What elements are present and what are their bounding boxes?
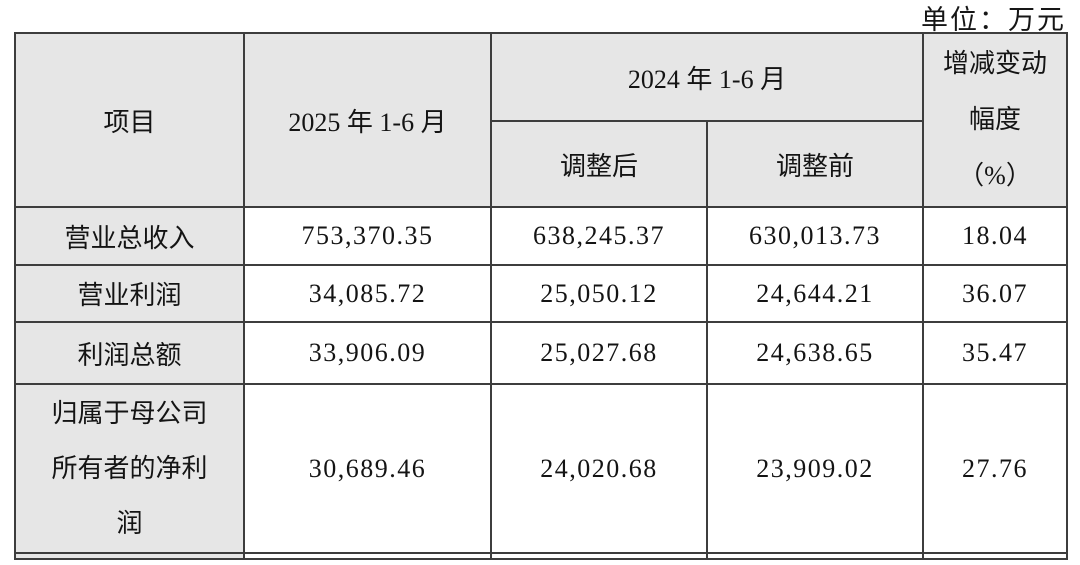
row-label-text: 归属于母公司所有者的净利润	[51, 399, 208, 538]
row-label	[14, 552, 245, 560]
table-row-net-profit-parent: 归属于母公司所有者的净利润 30,689.46 24,020.68 23,909…	[14, 383, 1069, 554]
table-row-total-revenue: 营业总收入 753,370.35 638,245.37 630,013.73 1…	[14, 206, 1069, 266]
header-adjusted: 调整后	[490, 120, 708, 208]
value-change	[922, 552, 1069, 560]
row-label: 营业总收入	[14, 206, 245, 266]
table-row-partial-clipped	[14, 552, 1069, 560]
value-adjusted: 638,245.37	[490, 206, 708, 266]
financial-summary-table: 项目 2025 年 1-6 月 2024 年 1-6 月 增减变动 幅度 （%）…	[14, 32, 1069, 560]
value-2025: 34,085.72	[243, 264, 492, 323]
header-row-top: 项目 2025 年 1-6 月 2024 年 1-6 月 增减变动 幅度 （%）	[14, 32, 1069, 208]
value-before	[705, 552, 925, 560]
value-before: 630,013.73	[705, 206, 925, 266]
value-2025: 33,906.09	[243, 321, 492, 385]
value-change: 18.04	[922, 206, 1069, 266]
header-change-line3: （%）	[958, 161, 1032, 190]
value-before: 24,644.21	[705, 264, 925, 323]
header-before-adjust: 调整前	[705, 120, 925, 208]
header-change-line2: 幅度	[969, 105, 1022, 134]
header-change-rate: 增减变动 幅度 （%）	[922, 32, 1069, 208]
value-change: 35.47	[922, 321, 1069, 385]
header-change-line1: 增减变动	[943, 49, 1048, 78]
value-adjusted	[490, 552, 708, 560]
header-2025-period: 2025 年 1-6 月	[243, 32, 492, 208]
header-row-sub: 调整后 调整前	[15, 120, 1067, 208]
value-2025: 753,370.35	[243, 206, 492, 266]
value-adjusted: 25,050.12	[490, 264, 708, 323]
value-change: 36.07	[922, 264, 1069, 323]
table-row-total-profit: 利润总额 33,906.09 25,027.68 24,638.65 35.47	[14, 321, 1069, 385]
value-2025: 30,689.46	[243, 383, 492, 554]
value-2025	[243, 552, 492, 560]
table-row-operating-profit: 营业利润 34,085.72 25,050.12 24,644.21 36.07	[14, 264, 1069, 323]
header-2024-period: 2024 年 1-6 月	[489, 32, 925, 122]
row-label: 营业利润	[14, 264, 245, 323]
value-before: 24,638.65	[705, 321, 925, 385]
value-change: 27.76	[922, 383, 1069, 554]
value-adjusted: 25,027.68	[490, 321, 708, 385]
header-item: 项目	[14, 32, 245, 208]
value-adjusted: 24,020.68	[490, 383, 708, 554]
unit-label: 单位：万元	[921, 5, 1066, 35]
row-label: 归属于母公司所有者的净利润	[14, 383, 245, 554]
row-label: 利润总额	[14, 321, 245, 385]
value-before: 23,909.02	[705, 383, 925, 554]
